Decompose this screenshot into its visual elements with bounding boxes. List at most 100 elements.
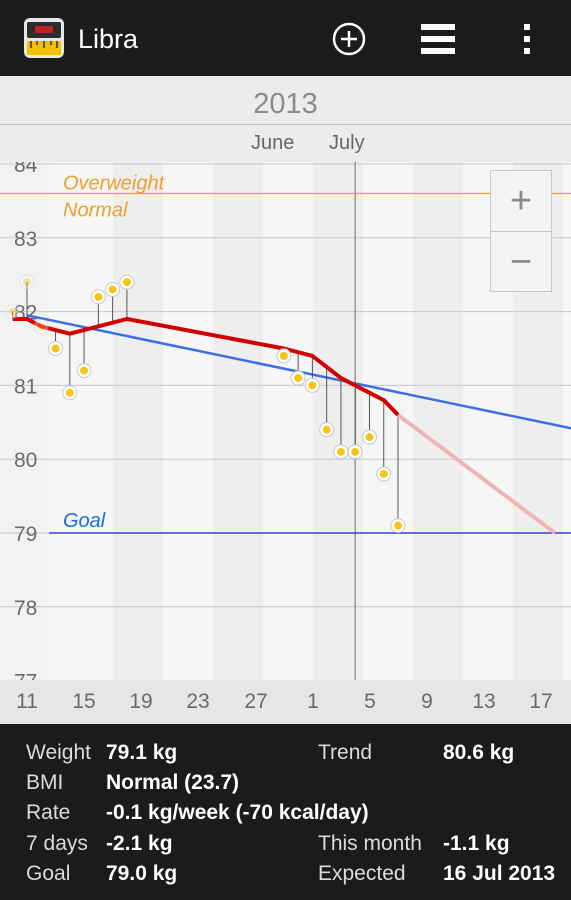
weight-point-ring bbox=[19, 274, 35, 290]
zoom-out-button[interactable]: − bbox=[509, 240, 533, 283]
expected-label: Expected bbox=[318, 862, 406, 885]
x-tick-label: 23 bbox=[186, 690, 210, 713]
weight-label: Weight bbox=[26, 741, 91, 764]
overflow-menu-icon bbox=[523, 23, 531, 55]
weight-point-dot bbox=[80, 366, 89, 375]
y-tick-label: 77 bbox=[14, 671, 37, 680]
weight-point bbox=[390, 518, 406, 534]
x-tick-label: 19 bbox=[129, 690, 153, 713]
weight-value: 79.1 kg bbox=[106, 741, 178, 764]
weight-point-dot bbox=[23, 278, 31, 287]
stats-panel: Weight 79.1 kg Trend 80.6 kg BMI Normal … bbox=[0, 724, 571, 900]
app-logo-icon[interactable] bbox=[23, 17, 65, 59]
x-tick-label: 9 bbox=[421, 690, 433, 713]
bmi-label: BMI bbox=[26, 771, 64, 794]
list-icon bbox=[421, 23, 455, 55]
bmi-value: Normal (23.7) bbox=[106, 771, 240, 794]
weight-point bbox=[376, 466, 392, 482]
this-month-value: -1.1 kg bbox=[443, 832, 510, 855]
weight-point-dot bbox=[279, 351, 288, 360]
weight-point-dot bbox=[294, 374, 303, 383]
goal-value: 79.0 kg bbox=[106, 862, 178, 885]
x-axis bbox=[0, 680, 571, 724]
weight-point-dot bbox=[94, 292, 103, 301]
add-icon bbox=[331, 21, 367, 57]
weight-point bbox=[90, 289, 106, 305]
weight-point bbox=[48, 341, 64, 356]
goal-line-label: Goal bbox=[63, 510, 106, 532]
overflow-menu-button[interactable] bbox=[502, 14, 552, 64]
weight-point-dot bbox=[122, 278, 131, 287]
rate-value: -0.1 kg/week (-70 kcal/day) bbox=[106, 801, 369, 824]
weight-point bbox=[361, 429, 377, 445]
weight-point bbox=[276, 348, 292, 364]
y-tick-label: 79 bbox=[14, 523, 37, 546]
regression-line bbox=[26, 314, 571, 430]
weight-point bbox=[76, 363, 92, 379]
weight-point bbox=[105, 281, 121, 297]
weight-point bbox=[347, 444, 363, 460]
week-band bbox=[213, 162, 263, 680]
seven-days-label: 7 days bbox=[26, 832, 88, 855]
weight-point-dot bbox=[365, 433, 374, 442]
weight-point bbox=[319, 422, 335, 438]
x-tick-label: 17 bbox=[529, 690, 553, 713]
overweight-zone-label: Overweight bbox=[63, 173, 166, 195]
x-tick-label: 5 bbox=[364, 690, 376, 713]
this-month-label: This month bbox=[318, 832, 422, 855]
x-tick-label: 11 bbox=[16, 690, 38, 713]
seven-days-value: -2.1 kg bbox=[106, 832, 173, 855]
trend-label: Trend bbox=[318, 741, 373, 764]
weight-point bbox=[33, 318, 49, 334]
week-band bbox=[413, 162, 463, 680]
trend-value: 80.6 kg bbox=[443, 741, 515, 764]
zoom-control: + − bbox=[490, 170, 552, 292]
week-band bbox=[113, 162, 163, 680]
weight-point-dot bbox=[394, 521, 403, 530]
weight-point-dot bbox=[308, 381, 317, 390]
weight-point bbox=[304, 377, 320, 393]
y-tick-label: 83 bbox=[14, 228, 37, 251]
action-bar: Libra bbox=[0, 0, 571, 76]
forecast-line bbox=[396, 413, 557, 535]
add-entry-button[interactable] bbox=[324, 14, 374, 64]
list-view-button[interactable] bbox=[413, 14, 463, 64]
x-tick-label: 1 bbox=[307, 690, 319, 713]
zoom-divider bbox=[491, 231, 551, 232]
timeline-header bbox=[0, 76, 571, 162]
weight-point-ring bbox=[33, 318, 49, 334]
zoom-in-button[interactable]: + bbox=[509, 179, 533, 222]
weight-point bbox=[333, 444, 349, 460]
weight-point-dot bbox=[322, 425, 331, 434]
year-label: 2013 bbox=[253, 88, 318, 120]
month-label-june: June bbox=[251, 132, 295, 154]
weight-point bbox=[119, 274, 135, 290]
y-tick-label: 78 bbox=[14, 597, 37, 620]
y-tick-label: 84 bbox=[14, 162, 38, 177]
weight-point-dot bbox=[37, 322, 46, 331]
weight-point-dot bbox=[379, 469, 388, 478]
rate-label: Rate bbox=[26, 801, 71, 824]
y-tick-label: 81 bbox=[14, 375, 37, 398]
weight-point-dot bbox=[51, 344, 60, 353]
y-axis-area bbox=[0, 162, 49, 680]
x-tick-label: 27 bbox=[244, 690, 268, 713]
weight-point bbox=[290, 370, 306, 386]
app-title: Libra bbox=[78, 24, 139, 54]
header-divider bbox=[0, 124, 571, 125]
x-tick-label: 15 bbox=[72, 690, 96, 713]
y-tick-label: 80 bbox=[14, 449, 37, 472]
weight-point bbox=[19, 274, 35, 290]
weight-point-dot bbox=[65, 388, 74, 397]
weight-point-dot bbox=[8, 307, 17, 316]
weight-point bbox=[5, 304, 21, 320]
weight-point-dot bbox=[351, 447, 360, 456]
weight-point-dot bbox=[336, 447, 345, 456]
month-label-july: July bbox=[329, 132, 365, 154]
weight-point bbox=[62, 385, 78, 401]
weight-point-ring bbox=[5, 304, 21, 320]
goal-label: Goal bbox=[26, 862, 71, 885]
normal-zone-label: Normal bbox=[63, 200, 128, 222]
weight-point-dot bbox=[108, 285, 117, 294]
